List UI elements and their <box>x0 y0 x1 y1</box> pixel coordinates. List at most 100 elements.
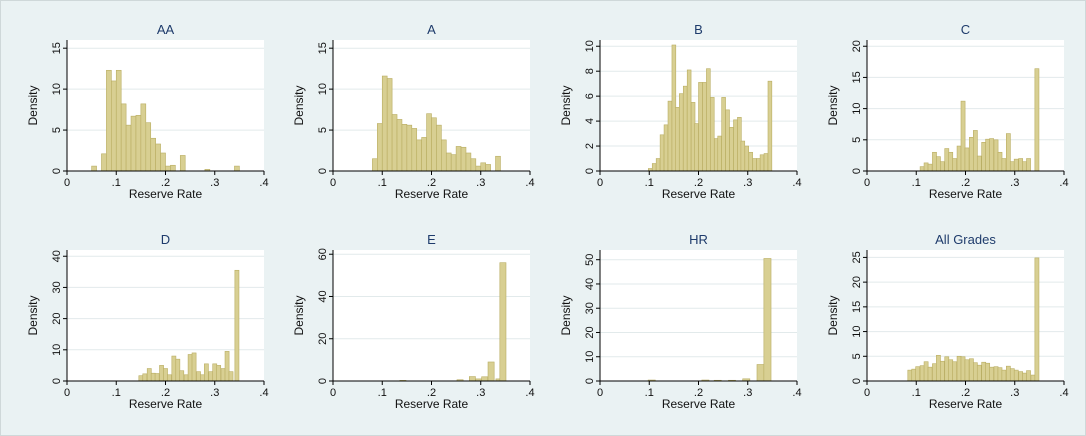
x-tick-label: .4 <box>525 177 534 189</box>
histogram-bar <box>964 147 970 172</box>
y-tick-label: 20 <box>51 312 63 324</box>
y-tick-label: 0 <box>317 168 329 174</box>
histogram-bar <box>717 135 722 172</box>
histogram-bar <box>944 356 950 382</box>
x-tick-label: .2 <box>694 387 703 399</box>
histogram-bar <box>923 361 929 382</box>
histogram-bar <box>969 358 974 382</box>
histogram-bar <box>130 115 137 172</box>
x-tick-label: .1 <box>378 177 387 189</box>
x-tick-label: 0 <box>330 387 336 399</box>
x-tick-label: .4 <box>259 177 268 189</box>
histogram-bar <box>145 122 152 172</box>
y-tick-label: 10 <box>51 83 63 95</box>
histogram-bar <box>167 374 172 382</box>
histogram-bar <box>234 269 240 382</box>
histogram-bar <box>196 371 201 382</box>
x-tick-label: .4 <box>259 387 268 399</box>
x-tick-label: .2 <box>961 387 970 399</box>
histogram-bar <box>465 152 472 172</box>
histogram-bar <box>752 158 757 172</box>
x-tick-label: 0 <box>64 177 70 189</box>
histogram-bar <box>426 113 432 172</box>
histogram-bar <box>220 368 226 382</box>
histogram-bar <box>216 365 222 382</box>
y-tick-label: 20 <box>584 326 596 338</box>
histogram-bar <box>179 370 185 382</box>
histogram-bar <box>140 103 147 172</box>
histogram-bar <box>940 161 945 172</box>
histogram-bar <box>694 123 699 172</box>
histogram-bar <box>763 153 769 172</box>
histogram-bar <box>721 97 726 172</box>
y-axis-label: Density <box>826 85 840 125</box>
y-axis-label: Density <box>826 295 840 335</box>
histogram-bar <box>191 352 197 382</box>
y-tick-label: 6 <box>584 93 596 99</box>
histogram-bar <box>973 362 978 382</box>
histogram-bar <box>744 145 749 172</box>
histogram-bar <box>759 154 765 172</box>
x-axis-label: Reserve Rate <box>929 187 1003 201</box>
panel-title: HR <box>689 232 708 247</box>
y-tick-label: 0 <box>584 378 596 384</box>
histogram-bar <box>964 359 970 382</box>
histogram-bar <box>960 100 966 172</box>
histogram-bar <box>228 371 234 382</box>
histogram-bar <box>485 164 491 172</box>
histogram-bar <box>1018 371 1024 382</box>
x-tick-label: .3 <box>210 177 219 189</box>
x-axis-label: Reserve Rate <box>929 397 1003 411</box>
histogram-bar <box>1009 161 1015 172</box>
histogram-bar <box>224 351 230 382</box>
histogram-bar <box>710 97 715 172</box>
histogram-bar <box>150 372 156 382</box>
histogram-bar <box>142 373 148 382</box>
x-tick-label: .2 <box>961 177 970 189</box>
histogram-bar <box>445 152 452 172</box>
x-axis-label: Reserve Rate <box>129 397 203 411</box>
x-axis-label: Reserve Rate <box>395 187 469 201</box>
x-tick-label: .4 <box>525 387 534 399</box>
histogram-bar <box>948 151 954 172</box>
histogram-bar <box>155 143 161 172</box>
histogram-bar <box>431 117 437 172</box>
histogram-bar <box>165 165 171 172</box>
histogram-bar <box>170 164 176 172</box>
histogram-bar <box>406 124 413 172</box>
x-tick-label: .1 <box>645 387 654 399</box>
histogram-bar <box>160 152 166 172</box>
histogram-bar <box>923 162 929 172</box>
x-tick-label: .1 <box>112 177 121 189</box>
histogram-bar <box>733 119 738 172</box>
plot-area <box>67 40 264 171</box>
plot-area <box>867 250 1064 381</box>
panel: 0 5 10 15 20 25 0 .1 .2 .3 .4 All Grades Reserve Rat… <box>826 232 1069 411</box>
y-tick-label: 25 <box>851 251 863 263</box>
histogram-bar <box>175 358 181 382</box>
histogram-bar <box>450 154 457 172</box>
x-tick-label: .3 <box>743 387 752 399</box>
x-tick-label: .3 <box>476 387 485 399</box>
histogram-bar <box>401 124 408 172</box>
histogram-bar <box>682 85 688 172</box>
histogram-bar <box>475 165 482 172</box>
y-tick-label: 5 <box>851 137 863 143</box>
x-tick-label: .2 <box>427 177 436 189</box>
x-tick-label: 0 <box>64 387 70 399</box>
histogram-bar <box>468 376 476 382</box>
x-tick-label: .3 <box>1010 387 1019 399</box>
histogram-bar <box>940 360 945 382</box>
histogram-bar <box>499 262 507 382</box>
histogram-bar <box>956 145 962 172</box>
histogram-bar <box>686 69 692 172</box>
histogram-bar <box>927 163 933 172</box>
y-tick-label: 10 <box>51 344 63 356</box>
histogram-bar <box>997 367 1003 382</box>
panel-title: AA <box>157 22 175 37</box>
histogram-bar <box>1034 68 1040 172</box>
plot-area <box>333 250 530 381</box>
histogram-bar <box>1013 158 1019 172</box>
y-tick-label: 0 <box>51 378 63 384</box>
panel-title: A <box>427 22 436 37</box>
